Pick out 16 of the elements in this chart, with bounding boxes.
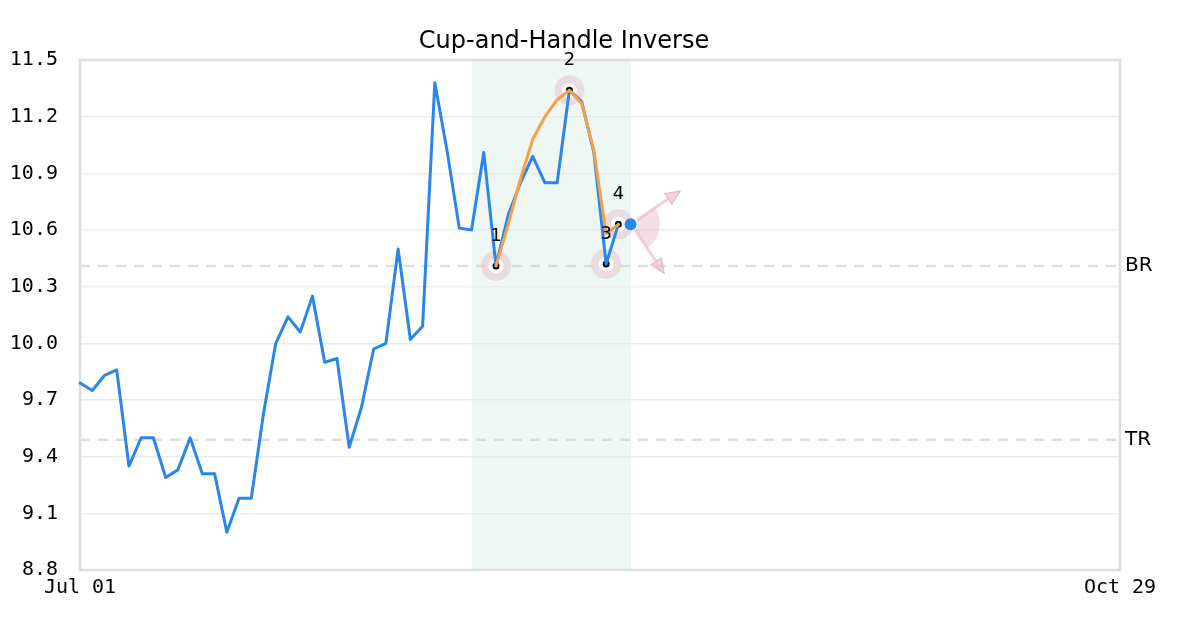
series-label: 4 (612, 182, 625, 204)
series-label: 3 (600, 221, 612, 243)
ref-line-label: TR (1124, 425, 1152, 450)
y-tick-label: 11.2 (9, 102, 58, 127)
y-tick-label: 10.3 (9, 272, 58, 297)
point (624, 218, 637, 231)
y-tick-label: 9.4 (21, 442, 58, 467)
y-tick-label: 10.6 (9, 216, 58, 241)
x-tick-label: Oct 29 (1083, 574, 1157, 599)
y-tick-label: 10.0 (9, 329, 58, 354)
y-tick-label: 9.1 (21, 499, 58, 524)
y-tick-label: 9.7 (21, 386, 58, 411)
ref-line-label: BR (1125, 252, 1153, 277)
y-tick-label: 11.5 (9, 46, 58, 71)
y-tick-label: 10.9 (9, 159, 58, 184)
x-tick-label: Jul 01 (43, 574, 117, 599)
